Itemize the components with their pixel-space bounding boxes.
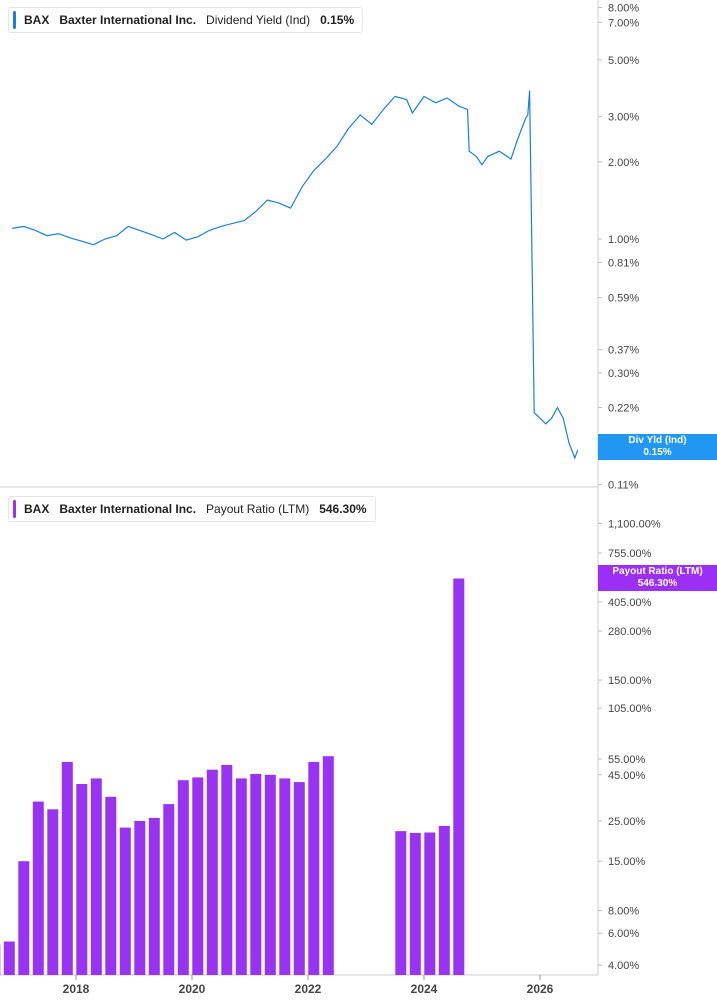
payout-bar (250, 773, 262, 975)
payout-bar (148, 817, 160, 975)
payout-legend-company: Baxter International Inc. (59, 502, 197, 516)
payout-tick-label: 6.00% (608, 928, 639, 940)
yield-legend-ticker: BAX (24, 13, 50, 27)
payout-bar (409, 832, 421, 975)
payout-legend-metric: Payout Ratio (LTM) (206, 502, 310, 516)
yield-tick-label: 1.00% (608, 234, 639, 246)
yield-y-axis: 8.00% 7.00% 5.00% 3.00% 2.00% 1.00% 0.81% 0.59%… (598, 3, 639, 492)
x-axis: 2018 2020 2022 2024 2026 (63, 975, 554, 996)
payout-legend-ticker: BAX (24, 502, 50, 516)
payout-bar-series (0, 578, 465, 975)
payout-legend: BAX Baxter International Inc. Payout Rat… (8, 496, 376, 522)
payout-tick-label: 55.00% (608, 754, 646, 766)
payout-bar (322, 756, 334, 975)
payout-bar (192, 777, 204, 975)
payout-bar (134, 821, 146, 975)
payout-tick-label: 1,100.00% (608, 518, 661, 530)
yield-tick-label: 8.00% (608, 3, 639, 15)
yield-tag-value: 0.15% (643, 447, 672, 458)
yield-line (12, 90, 579, 460)
payout-tick-label: 405.00% (608, 597, 652, 609)
yield-tag-label: Div Yld (Ind) (628, 435, 687, 446)
yield-tick-label: 2.00% (608, 157, 639, 169)
payout-bar (3, 941, 15, 975)
payout-bar (279, 778, 291, 975)
yield-tick-label: 0.11% (608, 480, 639, 492)
yield-legend-swatch (13, 11, 16, 29)
payout-current-tag: Payout Ratio (LTM) 546.30% (598, 565, 717, 591)
payout-tick-label: 8.00% (608, 906, 639, 918)
payout-tag-value: 546.30% (637, 578, 678, 589)
yield-legend-value: 0.15% (320, 13, 355, 27)
payout-bar (395, 831, 407, 975)
payout-tick-label: 25.00% (608, 816, 646, 828)
x-tick-label: 2024 (411, 982, 438, 996)
yield-legend-company: Baxter International Inc. (59, 13, 197, 27)
x-tick-label: 2022 (295, 982, 322, 996)
payout-legend-value: 546.30% (319, 502, 367, 516)
payout-bar (119, 827, 131, 975)
payout-bar (76, 784, 88, 975)
payout-bar (453, 578, 465, 975)
payout-tag-label: Payout Ratio (LTM) (612, 566, 703, 577)
x-tick-label: 2026 (527, 982, 554, 996)
x-tick-label: 2020 (179, 982, 206, 996)
yield-tick-label: 5.00% (608, 55, 639, 67)
payout-bar (18, 861, 30, 975)
payout-bar (32, 801, 44, 975)
payout-bar (293, 782, 305, 975)
payout-bar (61, 761, 73, 975)
payout-bar (90, 778, 102, 975)
payout-bar (424, 832, 436, 975)
payout-tick-label: 755.00% (608, 548, 652, 560)
payout-bar (47, 809, 59, 975)
payout-bar (206, 769, 218, 975)
payout-tick-label: 105.00% (608, 703, 652, 715)
payout-bar (163, 804, 175, 975)
yield-legend: BAX Baxter International Inc. Dividend Y… (8, 7, 364, 33)
payout-bar (221, 764, 233, 975)
yield-tick-label: 0.81% (608, 257, 639, 269)
payout-tick-label: 45.00% (608, 770, 646, 782)
payout-bar (308, 761, 320, 975)
payout-bar (177, 780, 189, 975)
payout-legend-swatch (13, 500, 16, 518)
payout-bar (438, 825, 450, 975)
yield-line-series (12, 90, 579, 460)
payout-y-axis: 1,100.00% 755.00% 405.00% 280.00% 150.00% 105… (598, 518, 661, 972)
yield-tick-label: 0.59% (608, 293, 639, 305)
yield-tick-label: 0.37% (608, 345, 639, 357)
yield-tick-label: 7.00% (608, 17, 639, 29)
yield-tick-label: 0.22% (608, 403, 639, 415)
yield-legend-metric: Dividend Yield (Ind) (206, 13, 311, 27)
payout-bar (105, 796, 117, 975)
yield-current-tag: Div Yld (Ind) 0.15% (598, 434, 717, 460)
yield-tick-label: 0.30% (608, 368, 639, 380)
yield-tick-label: 3.00% (608, 112, 639, 124)
payout-tick-label: 150.00% (608, 675, 652, 687)
payout-tick-label: 4.00% (608, 960, 639, 972)
payout-tick-label: 280.00% (608, 626, 652, 638)
x-tick-label: 2018 (63, 982, 90, 996)
payout-tick-label: 15.00% (608, 856, 646, 868)
payout-bar (264, 774, 276, 975)
payout-bar (235, 778, 247, 975)
